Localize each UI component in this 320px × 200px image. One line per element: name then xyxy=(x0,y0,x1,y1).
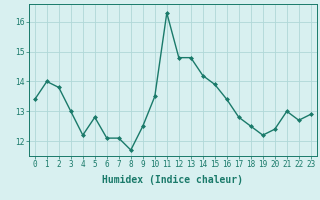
X-axis label: Humidex (Indice chaleur): Humidex (Indice chaleur) xyxy=(102,175,243,185)
